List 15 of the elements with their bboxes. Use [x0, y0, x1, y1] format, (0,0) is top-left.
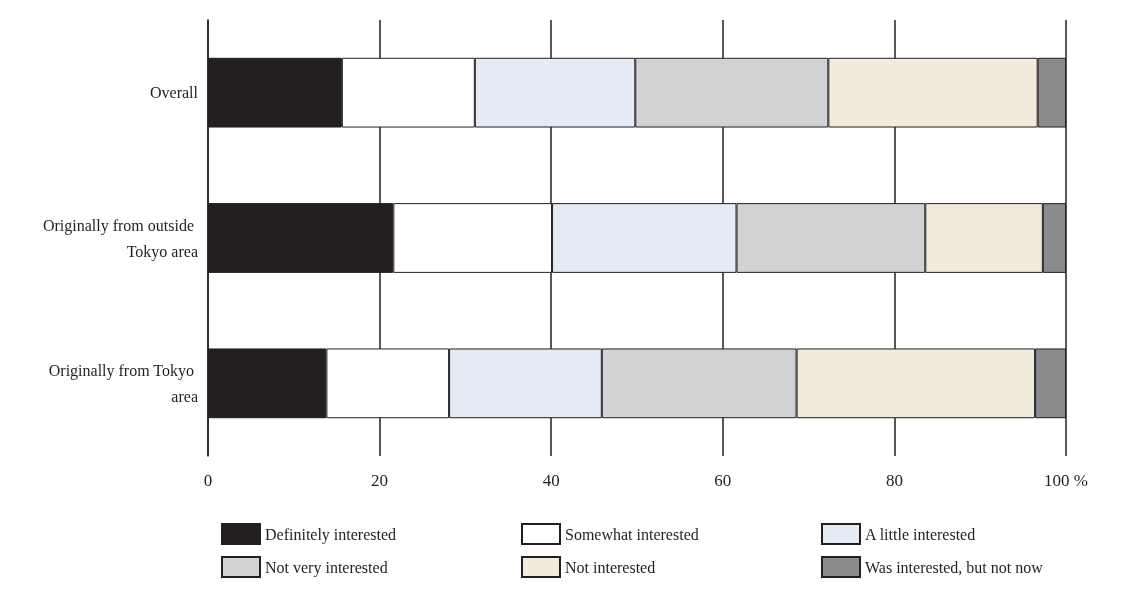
x-tick-label: 100 %	[1044, 471, 1088, 490]
x-tick-label: 40	[542, 471, 560, 490]
y-tick-label: Originally from Tokyo area	[48, 361, 198, 405]
y-tick-label: Overall	[150, 84, 199, 102]
x-tick-label: 0	[203, 471, 213, 490]
y-tick-label: Originally from outside Tokyo area	[42, 216, 198, 261]
x-tick-label: 20	[371, 471, 389, 490]
legend-label: Not very interested	[265, 558, 388, 577]
x-tick-label: 80	[885, 471, 903, 490]
legend-label: Somewhat interested	[565, 525, 699, 543]
x-tick-label: 60	[714, 471, 732, 490]
legend-label: Not interested	[565, 558, 656, 576]
legend-label: A little interested	[865, 525, 976, 543]
legend-label: Was interested, but not now	[865, 558, 1044, 576]
legend-label: Definitely interested	[265, 525, 397, 544]
